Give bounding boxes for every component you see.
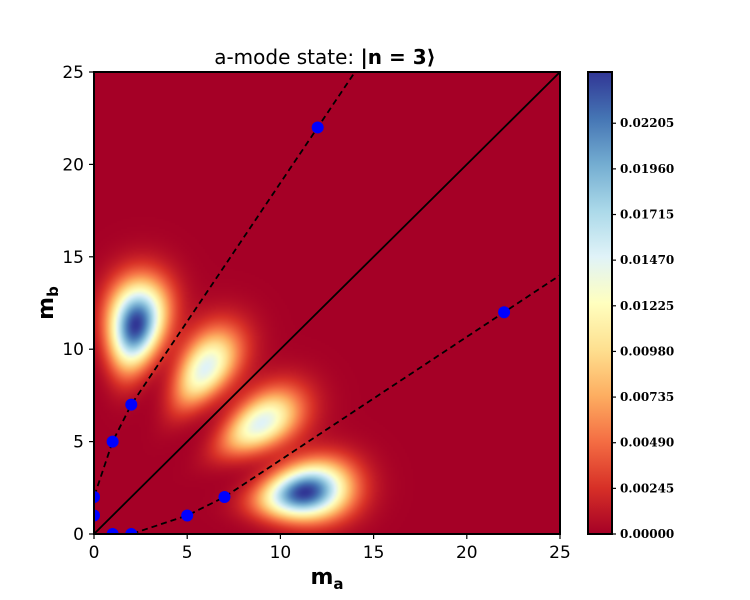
colorbar-tick-label: 0.00735 xyxy=(620,390,674,404)
data-point xyxy=(311,121,324,134)
x-axis-label: ma xyxy=(310,565,343,593)
chart-title-prefix: a-mode state: xyxy=(214,45,360,69)
data-point xyxy=(94,509,100,522)
y-axis-label-base: m xyxy=(34,297,59,320)
x-tick-label: 15 xyxy=(363,543,385,563)
chart-title-ket: |n = 3⟩ xyxy=(361,45,436,69)
x-axis-label-sub: a xyxy=(333,575,343,593)
diagonal-line xyxy=(94,72,560,534)
y-tick-label: 25 xyxy=(62,63,84,83)
dashed-curve-lower xyxy=(112,274,560,534)
data-point xyxy=(181,509,194,522)
data-point xyxy=(125,528,138,534)
y-axis: 0 5 10 15 20 25 xyxy=(62,63,94,545)
colorbar-tick-label: 0.01960 xyxy=(620,162,674,176)
overlay-layer xyxy=(94,72,560,534)
y-axis-label: mb xyxy=(34,286,62,320)
colorbar-frame xyxy=(587,71,613,535)
x-tick-label: 25 xyxy=(549,543,571,563)
x-tick-label: 10 xyxy=(270,543,292,563)
colorbar-gradient xyxy=(588,72,612,534)
data-point xyxy=(106,528,119,534)
colorbar-ticks: 0.00000 0.00245 0.00490 0.00735 0.00980 0.012… xyxy=(612,116,674,541)
colorbar-tick-label: 0.00490 xyxy=(620,436,674,450)
data-point xyxy=(106,435,119,448)
x-tick-label: 0 xyxy=(89,543,100,563)
plot-frame xyxy=(93,71,561,535)
y-tick-label: 5 xyxy=(73,433,84,453)
plot-area xyxy=(93,71,561,535)
colorbar-tick-label: 0.00245 xyxy=(620,481,674,495)
x-axis-label-base: m xyxy=(310,565,333,590)
data-point xyxy=(218,491,231,504)
colorbar-tick-label: 0.01470 xyxy=(620,253,674,267)
y-tick-label: 20 xyxy=(62,155,84,175)
chart-title: a-mode state: |n = 3⟩ xyxy=(214,45,436,69)
x-axis: 0 5 10 15 20 25 xyxy=(89,534,571,563)
y-axis-label-sub: b xyxy=(44,286,62,297)
colorbar-tick-label: 0.00980 xyxy=(620,344,674,358)
x-tick-label: 20 xyxy=(456,543,478,563)
colorbar-tick-label: 0.02205 xyxy=(620,116,674,130)
data-point xyxy=(125,398,138,411)
data-point xyxy=(498,306,511,319)
data-point xyxy=(94,491,100,504)
dashed-curve-upper xyxy=(94,72,357,516)
x-tick-label: 5 xyxy=(182,543,193,563)
colorbar: 0.00000 0.00245 0.00490 0.00735 0.00980 0.012… xyxy=(587,71,674,541)
colorbar-tick-label: 0.01715 xyxy=(620,208,674,222)
y-tick-label: 0 xyxy=(73,525,84,545)
colorbar-tick-label: 0.00000 xyxy=(620,527,674,541)
y-tick-label: 15 xyxy=(62,248,84,268)
y-tick-label: 10 xyxy=(62,340,84,360)
colorbar-tick-label: 0.01225 xyxy=(620,299,674,313)
